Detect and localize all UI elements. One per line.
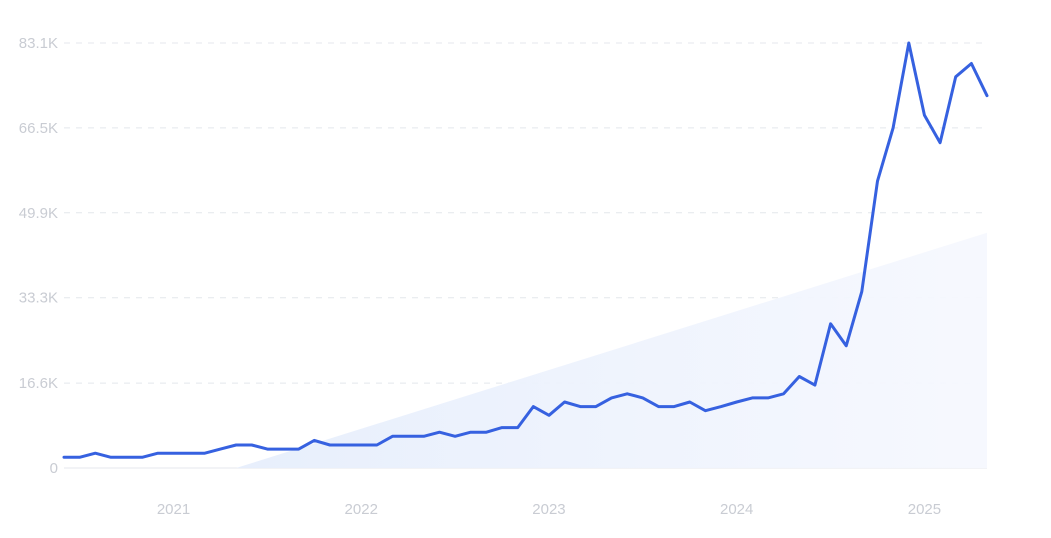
data-point <box>657 405 660 408</box>
data-point <box>391 435 394 438</box>
data-point <box>610 396 613 399</box>
data-point <box>892 126 895 129</box>
data-point <box>297 448 300 451</box>
data-point <box>767 396 770 399</box>
data-point <box>579 405 582 408</box>
data-point <box>860 290 863 293</box>
data-point <box>970 62 973 65</box>
data-point <box>782 392 785 395</box>
data-point <box>407 435 410 438</box>
data-point <box>532 405 535 408</box>
data-point <box>313 439 316 442</box>
data-point <box>344 444 347 447</box>
y-tick-label: 0 <box>50 460 58 477</box>
data-point <box>156 452 159 455</box>
data-point <box>688 401 691 404</box>
data-point <box>845 344 848 347</box>
data-point <box>94 452 97 455</box>
x-tick-label: 2025 <box>908 501 941 518</box>
data-point <box>328 444 331 447</box>
data-point <box>720 405 723 408</box>
data-point <box>563 401 566 404</box>
x-tick-label: 2022 <box>345 501 378 518</box>
y-axis-ticks: 0 16.6K 33.3K 49.9K 66.5K 83.1K <box>19 35 58 477</box>
data-point <box>594 405 597 408</box>
y-tick-label: 33.3K <box>19 290 58 307</box>
data-point <box>438 431 441 434</box>
data-point <box>751 396 754 399</box>
data-point <box>641 396 644 399</box>
data-point <box>673 405 676 408</box>
data-point <box>704 409 707 412</box>
x-tick-label: 2023 <box>532 501 565 518</box>
data-point <box>548 414 551 417</box>
data-point <box>203 452 206 455</box>
data-point <box>876 180 879 183</box>
data-point <box>829 322 832 325</box>
series-line <box>62 41 989 459</box>
y-tick-label: 83.1K <box>19 35 58 52</box>
trend-area <box>236 232 988 468</box>
data-point <box>798 375 801 378</box>
data-point <box>422 435 425 438</box>
data-point <box>375 444 378 447</box>
data-point <box>485 431 488 434</box>
data-point <box>626 392 629 395</box>
data-point <box>923 114 926 117</box>
data-point <box>360 444 363 447</box>
data-point <box>516 426 519 429</box>
data-point <box>235 444 238 447</box>
x-tick-label: 2021 <box>157 501 190 518</box>
data-point <box>125 456 128 459</box>
y-tick-label: 49.9K <box>19 205 58 222</box>
data-point <box>282 448 285 451</box>
trend-area-layer <box>236 232 988 468</box>
data-point <box>188 452 191 455</box>
data-point <box>141 456 144 459</box>
data-point <box>250 444 253 447</box>
data-point <box>813 384 816 387</box>
data-point <box>219 448 222 451</box>
data-point <box>907 42 910 45</box>
data-point <box>954 75 957 78</box>
x-axis-ticks: 2021 2022 2023 2024 2025 <box>157 501 941 518</box>
data-point <box>469 431 472 434</box>
y-tick-label: 16.6K <box>19 375 58 392</box>
y-tick-label: 66.5K <box>19 120 58 137</box>
data-point <box>63 456 66 459</box>
data-point <box>109 456 112 459</box>
data-point <box>735 401 738 404</box>
x-tick-label: 2024 <box>720 501 753 518</box>
data-point <box>266 448 269 451</box>
data-point <box>78 456 81 459</box>
data-point <box>501 426 504 429</box>
data-point <box>172 452 175 455</box>
data-point <box>454 435 457 438</box>
series-layer <box>62 41 989 459</box>
data-point <box>939 141 942 144</box>
data-point <box>986 94 989 97</box>
